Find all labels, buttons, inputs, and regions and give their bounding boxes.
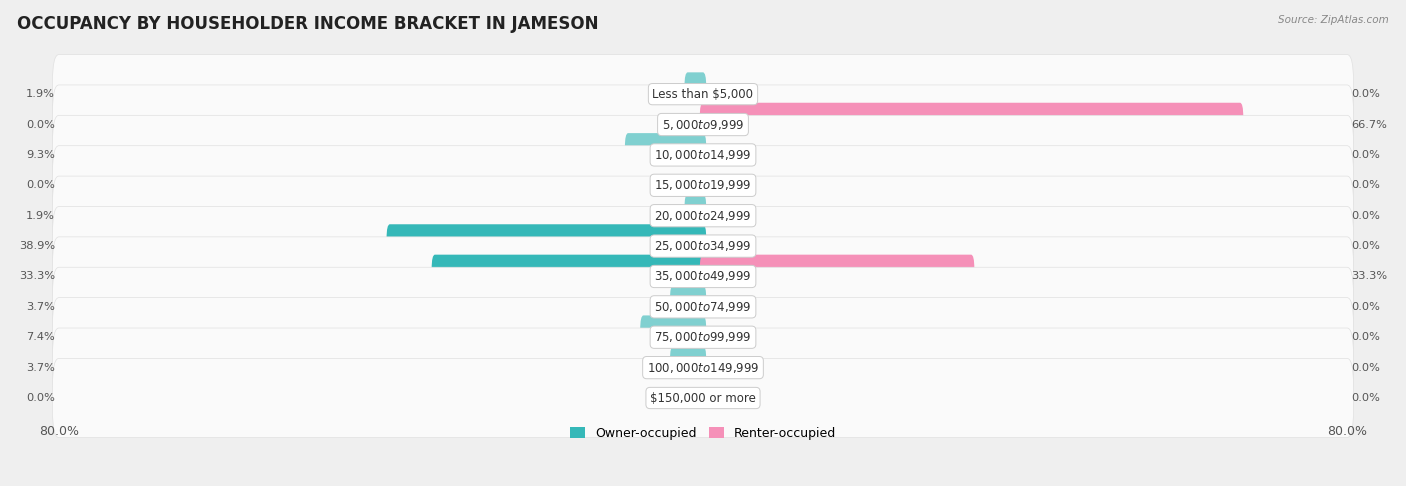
- Text: 0.0%: 0.0%: [1351, 180, 1381, 191]
- FancyBboxPatch shape: [52, 85, 1354, 164]
- Text: 0.0%: 0.0%: [1351, 393, 1381, 403]
- Text: 33.3%: 33.3%: [18, 272, 55, 281]
- Text: 9.3%: 9.3%: [25, 150, 55, 160]
- Text: Source: ZipAtlas.com: Source: ZipAtlas.com: [1278, 15, 1389, 25]
- FancyBboxPatch shape: [432, 255, 706, 298]
- FancyBboxPatch shape: [700, 103, 1243, 146]
- FancyBboxPatch shape: [671, 285, 706, 329]
- Text: 7.4%: 7.4%: [27, 332, 55, 342]
- FancyBboxPatch shape: [52, 358, 1354, 437]
- FancyBboxPatch shape: [52, 115, 1354, 194]
- Text: 0.0%: 0.0%: [1351, 363, 1381, 373]
- FancyBboxPatch shape: [52, 297, 1354, 377]
- Text: 0.0%: 0.0%: [25, 393, 55, 403]
- Text: 0.0%: 0.0%: [1351, 302, 1381, 312]
- Text: 0.0%: 0.0%: [1351, 241, 1381, 251]
- Text: 0.0%: 0.0%: [1351, 150, 1381, 160]
- Text: $75,000 to $99,999: $75,000 to $99,999: [654, 330, 752, 344]
- FancyBboxPatch shape: [671, 346, 706, 389]
- Legend: Owner-occupied, Renter-occupied: Owner-occupied, Renter-occupied: [565, 422, 841, 445]
- FancyBboxPatch shape: [52, 237, 1354, 316]
- Text: $35,000 to $49,999: $35,000 to $49,999: [654, 269, 752, 283]
- Text: $150,000 or more: $150,000 or more: [650, 392, 756, 404]
- FancyBboxPatch shape: [52, 176, 1354, 255]
- Text: $10,000 to $14,999: $10,000 to $14,999: [654, 148, 752, 162]
- Text: 38.9%: 38.9%: [18, 241, 55, 251]
- Text: $20,000 to $24,999: $20,000 to $24,999: [654, 208, 752, 223]
- Text: 3.7%: 3.7%: [25, 363, 55, 373]
- Text: $100,000 to $149,999: $100,000 to $149,999: [647, 361, 759, 375]
- Text: 0.0%: 0.0%: [25, 120, 55, 130]
- FancyBboxPatch shape: [52, 267, 1354, 347]
- Text: 33.3%: 33.3%: [1351, 272, 1388, 281]
- Text: 1.9%: 1.9%: [25, 211, 55, 221]
- FancyBboxPatch shape: [387, 224, 706, 268]
- Text: 0.0%: 0.0%: [25, 180, 55, 191]
- FancyBboxPatch shape: [52, 328, 1354, 407]
- FancyBboxPatch shape: [700, 255, 974, 298]
- Text: 0.0%: 0.0%: [1351, 211, 1381, 221]
- FancyBboxPatch shape: [640, 315, 706, 359]
- Text: 66.7%: 66.7%: [1351, 120, 1388, 130]
- Text: Less than $5,000: Less than $5,000: [652, 87, 754, 101]
- Text: $5,000 to $9,999: $5,000 to $9,999: [662, 118, 744, 132]
- FancyBboxPatch shape: [52, 146, 1354, 225]
- FancyBboxPatch shape: [685, 194, 706, 238]
- Text: OCCUPANCY BY HOUSEHOLDER INCOME BRACKET IN JAMESON: OCCUPANCY BY HOUSEHOLDER INCOME BRACKET …: [17, 15, 599, 33]
- Text: 1.9%: 1.9%: [25, 89, 55, 99]
- Text: 0.0%: 0.0%: [1351, 89, 1381, 99]
- Text: $25,000 to $34,999: $25,000 to $34,999: [654, 239, 752, 253]
- FancyBboxPatch shape: [52, 54, 1354, 134]
- Text: 0.0%: 0.0%: [1351, 332, 1381, 342]
- FancyBboxPatch shape: [52, 207, 1354, 286]
- Text: $50,000 to $74,999: $50,000 to $74,999: [654, 300, 752, 314]
- FancyBboxPatch shape: [685, 72, 706, 116]
- Text: $15,000 to $19,999: $15,000 to $19,999: [654, 178, 752, 192]
- Text: 3.7%: 3.7%: [25, 302, 55, 312]
- FancyBboxPatch shape: [624, 133, 706, 177]
